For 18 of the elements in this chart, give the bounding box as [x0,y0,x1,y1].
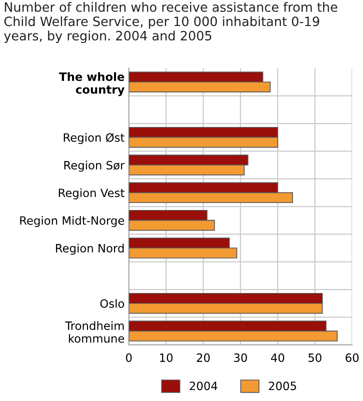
y-tick-label: Region Sør [64,160,125,172]
legend-label: 2005 [268,382,296,390]
x-tick-label: 20 [196,353,210,362]
y-tick-label: Trondheim kommune [65,321,124,343]
y-tick-label: Oslo [100,299,124,308]
x-tick-label: 0 [126,353,132,362]
y-tick-label: Region Midt-Norge [20,216,124,228]
chart-title: Number of children who receive assistance from the Child Welfare Service, per 10 000 inhabitant 0-19 years, by region. 2004 and 2005 [4,2,338,43]
y-tick-label: Region Øst [64,133,124,144]
x-tick-label: 10 [160,353,173,362]
x-tick-label: 50 [308,353,322,362]
x-tick-label: 60 [346,353,359,362]
y-tick-label: Region Nord [56,244,124,255]
y-tick-label: The whole country [59,72,124,96]
y-tick-label: Region Vest [58,188,124,200]
x-tick-label: 40 [271,353,284,362]
legend-label: 2004 [190,382,218,390]
x-tick-label: 30 [234,353,247,362]
